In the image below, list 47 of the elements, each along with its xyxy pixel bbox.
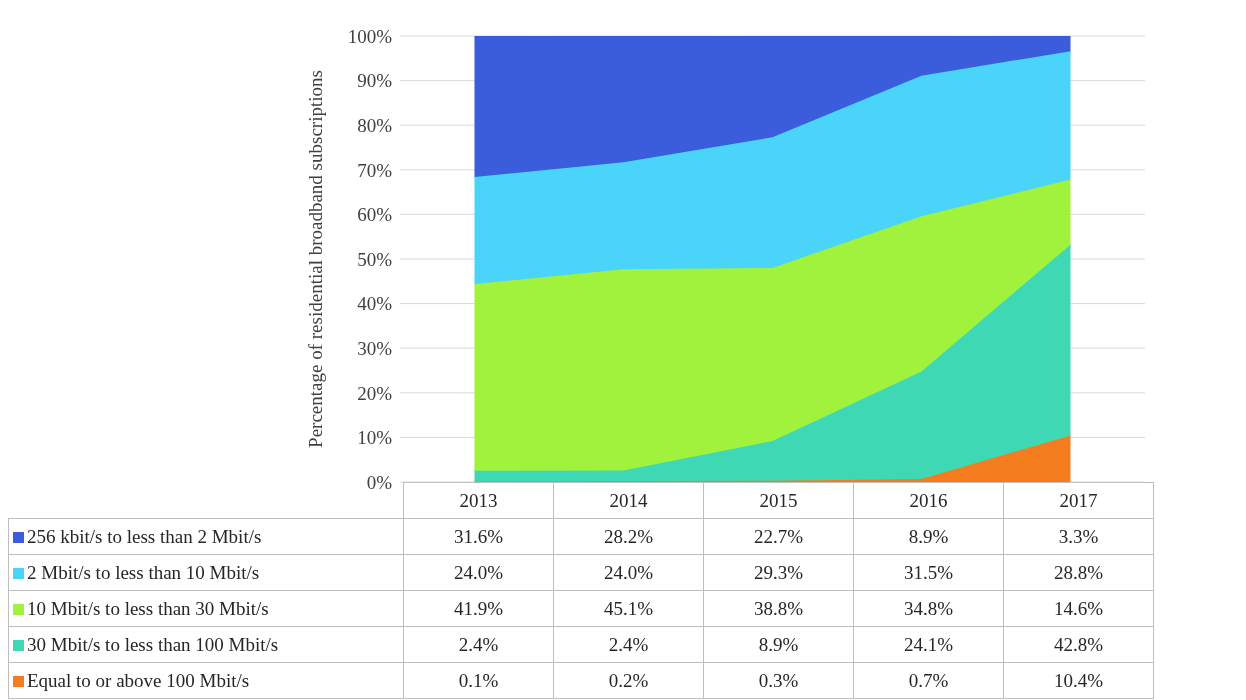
y-tick-label: 10%	[357, 427, 393, 449]
data-label: 3.3%	[1003, 518, 1154, 555]
data-label: 24.1%	[853, 626, 1004, 663]
data-label: 45.1%	[553, 590, 704, 627]
y-tick-label: 40%	[357, 293, 393, 315]
data-label: 38.8%	[703, 590, 854, 627]
y-tick-label: 0%	[366, 471, 393, 493]
legend-label: 10 Mbit/s to less than 30 Mbit/s	[8, 590, 404, 627]
y-tick-label: 50%	[357, 248, 393, 270]
data-label: 2.4%	[553, 626, 704, 663]
data-label: 42.8%	[1003, 626, 1154, 663]
x-tick-label: 2013	[403, 482, 554, 519]
data-label: 8.9%	[703, 626, 854, 663]
data-label: 10.4%	[1003, 662, 1154, 699]
legend-label: 256 kbit/s to less than 2 Mbit/s	[8, 518, 404, 555]
x-tick-label: 2015	[703, 482, 854, 519]
data-label: 0.3%	[703, 662, 854, 699]
legend-label: 30 Mbit/s to less than 100 Mbit/s	[8, 626, 404, 663]
y-tick-label: 80%	[357, 114, 393, 136]
y-axis-title: Percentage of residential broadband subscriptions	[304, 70, 326, 448]
data-label: 22.7%	[703, 518, 854, 555]
y-tick-label: 100%	[347, 25, 393, 47]
y-tick-label: 90%	[357, 70, 393, 92]
data-label: 31.5%	[853, 554, 1004, 591]
data-label: 28.8%	[1003, 554, 1154, 591]
data-label: 0.7%	[853, 662, 1004, 699]
data-label: 8.9%	[853, 518, 1004, 555]
x-tick-label: 2017	[1003, 482, 1154, 519]
x-tick-label: 2016	[853, 482, 1004, 519]
data-label: 24.0%	[403, 554, 554, 591]
data-label: 24.0%	[553, 554, 704, 591]
y-tick-label: 30%	[357, 337, 393, 359]
data-label: 14.6%	[1003, 590, 1154, 627]
data-label: 41.9%	[403, 590, 554, 627]
y-tick-label: 20%	[357, 382, 393, 404]
y-tick-label: 60%	[357, 204, 393, 226]
data-label: 31.6%	[403, 518, 554, 555]
legend-label: 2 Mbit/s to less than 10 Mbit/s	[8, 554, 404, 591]
data-label: 29.3%	[703, 554, 854, 591]
x-tick-label: 2014	[553, 482, 704, 519]
data-label: 2.4%	[403, 626, 554, 663]
data-label: 34.8%	[853, 590, 1004, 627]
data-label: 0.2%	[553, 662, 704, 699]
y-tick-label: 70%	[357, 159, 393, 181]
data-label: 28.2%	[553, 518, 704, 555]
data-label: 0.1%	[403, 662, 554, 699]
legend-label: Equal to or above 100 Mbit/s	[8, 662, 404, 699]
